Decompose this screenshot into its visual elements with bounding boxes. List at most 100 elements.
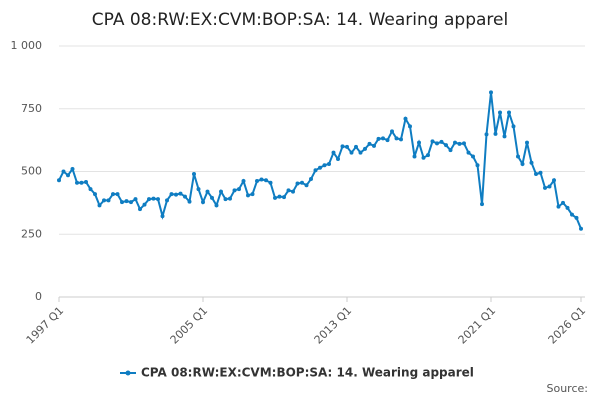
data-point (282, 195, 286, 200)
data-point (507, 110, 511, 115)
data-point (408, 124, 412, 129)
data-point (151, 196, 156, 201)
data-point (421, 155, 426, 160)
y-tick-label: 1 000 (11, 39, 43, 52)
data-point (295, 181, 300, 186)
y-tick-label: 500 (21, 165, 42, 178)
data-point (268, 180, 273, 185)
data-point (556, 204, 561, 209)
data-point (385, 138, 390, 143)
data-point (160, 214, 165, 219)
x-tick-label: 1997 Q1 (24, 304, 67, 347)
y-tick-label: 0 (35, 290, 42, 303)
data-point (484, 132, 489, 137)
x-tick-label: 2005 Q1 (168, 304, 211, 347)
data-point (133, 197, 138, 202)
data-point (430, 139, 435, 144)
data-point (277, 194, 282, 199)
data-point (417, 140, 421, 145)
data-point (187, 199, 192, 204)
data-point (435, 141, 439, 146)
data-point (106, 198, 111, 203)
data-point (561, 200, 565, 205)
data-point (318, 165, 322, 170)
data-point (111, 192, 115, 197)
data-point (304, 183, 309, 188)
data-point (241, 179, 246, 184)
data-point (237, 187, 241, 192)
x-tick-label: 2026 Q1 (546, 304, 589, 347)
data-point (142, 202, 147, 207)
data-point (444, 143, 448, 148)
data-point (228, 196, 232, 201)
data-point (462, 141, 466, 146)
data-point (376, 136, 381, 141)
data-point (547, 184, 552, 189)
data-point (516, 154, 520, 159)
data-point (264, 178, 268, 183)
data-point (165, 198, 169, 203)
data-point (381, 136, 385, 141)
data-point (291, 189, 295, 194)
data-point (219, 189, 223, 194)
x-tick-label: 2021 Q1 (456, 304, 499, 347)
data-point (205, 189, 210, 194)
data-point (214, 203, 219, 208)
data-point (426, 153, 430, 158)
data-point (394, 136, 399, 141)
y-tick-label: 750 (21, 102, 42, 115)
data-point (565, 205, 570, 210)
legend-label: CPA 08:RW:EX:CVM:BOP:SA: 14. Wearing app… (141, 366, 474, 380)
y-tick-label: 250 (21, 227, 42, 240)
data-point (367, 141, 372, 146)
data-point (93, 192, 97, 197)
data-point (403, 116, 408, 121)
data-point (61, 169, 66, 174)
data-point (336, 156, 340, 161)
data-point (489, 90, 493, 95)
data-point (439, 139, 444, 144)
data-point (372, 143, 376, 148)
data-point (345, 144, 349, 149)
data-point (246, 193, 250, 198)
data-point (543, 185, 547, 190)
source: Source: (547, 382, 589, 395)
data-point (102, 198, 106, 203)
data-point (300, 180, 304, 185)
data-point (255, 179, 259, 184)
data-point (138, 207, 142, 212)
data-point (358, 150, 363, 155)
x-tick-label: 2013 Q1 (312, 304, 355, 347)
data-point (534, 172, 538, 177)
data-point (529, 160, 534, 165)
data-point (471, 154, 475, 159)
data-point (156, 197, 160, 202)
data-point (331, 150, 336, 155)
data-point (579, 226, 583, 231)
data-point (453, 140, 457, 145)
data-point (84, 180, 88, 185)
data-point (196, 187, 201, 192)
data-point (250, 192, 255, 197)
data-point (466, 150, 471, 155)
data-point (363, 146, 367, 151)
data-point (574, 215, 579, 220)
data-point (448, 148, 453, 153)
data-point (201, 200, 205, 205)
chart-title: CPA 08:RW:EX:CVM:BOP:SA: 14. Wearing app… (92, 10, 508, 30)
data-point (354, 144, 358, 149)
data-point (79, 180, 84, 185)
data-point (552, 178, 556, 183)
data-point (124, 199, 129, 204)
data-point (322, 163, 327, 168)
data-point (286, 188, 291, 193)
data-point (480, 202, 484, 207)
data-point (313, 168, 318, 173)
data-point (115, 192, 120, 197)
data-point (169, 192, 174, 197)
data-point (223, 197, 228, 202)
data-point (75, 180, 79, 185)
legend-marker (125, 370, 131, 376)
data-point (493, 131, 498, 136)
data-point (570, 212, 574, 217)
